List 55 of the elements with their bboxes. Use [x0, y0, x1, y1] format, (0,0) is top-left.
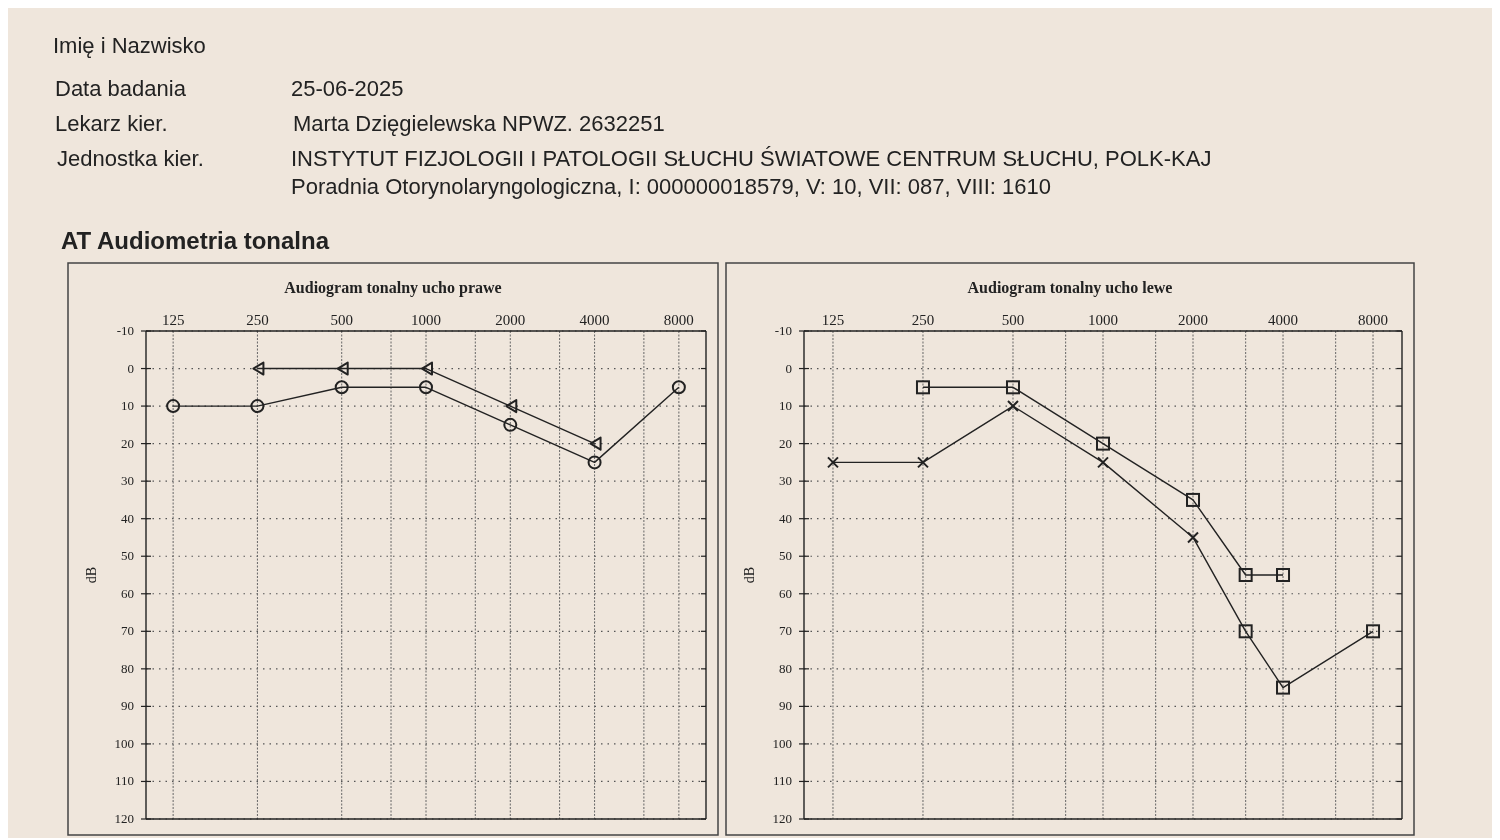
- x-tick-label: 4000: [1268, 312, 1299, 328]
- y-tick-label: -10: [774, 323, 792, 338]
- text: Imię i Nazwisko: [53, 33, 206, 58]
- y-tick-label: 50: [121, 548, 134, 564]
- y-axis-title: dB: [742, 566, 757, 584]
- text: Poradnia Otorynolaryngologiczna, I: 000000018579, V: 10, VII: 087, VIII: 1610: [291, 174, 1051, 199]
- text: Data badania: [55, 76, 187, 101]
- y-tick-label: 30: [121, 473, 134, 489]
- y-tick-label: 30: [779, 473, 792, 489]
- x-tick-label: 250: [911, 312, 935, 328]
- y-tick-label: 120: [772, 811, 792, 826]
- y-tick-label: 60: [779, 585, 792, 601]
- x-tick-label: 8000: [663, 312, 694, 328]
- y-tick-label: 60: [121, 585, 134, 601]
- y-tick-label: -10: [116, 323, 134, 338]
- x-tick-label: 1000: [411, 312, 441, 328]
- y-tick-label: 0: [127, 360, 134, 376]
- y-tick-label: 10: [121, 398, 134, 414]
- x-tick-label: 500: [1001, 312, 1025, 328]
- x-tick-label: 125: [161, 312, 185, 328]
- y-tick-label: 100: [772, 735, 792, 751]
- y-tick-label: 90: [121, 698, 134, 714]
- x-tick-label: 250: [246, 312, 269, 328]
- y-tick-label: 40: [779, 510, 792, 526]
- x-tick-label: 2000: [495, 312, 526, 328]
- y-tick-label: 10: [779, 398, 792, 414]
- y-tick-label: 50: [779, 548, 792, 564]
- y-tick-label: 110: [772, 773, 792, 789]
- y-tick-label: 70: [121, 623, 134, 639]
- y-tick-label: 20: [121, 435, 134, 451]
- text: AT Audiometria tonalna: [61, 227, 330, 254]
- x-tick-label: 4000: [579, 312, 610, 328]
- y-tick-label: 20: [779, 435, 792, 451]
- x-tick-label: 1000: [1088, 312, 1118, 328]
- x-tick-label: 500: [330, 312, 353, 328]
- text: Marta Dzięgielewska NPWZ. 2632251: [293, 111, 665, 136]
- y-tick-label: 40: [121, 510, 134, 526]
- y-tick-label: 110: [114, 773, 134, 789]
- y-tick-label: 70: [779, 623, 792, 639]
- y-tick-label: 80: [121, 660, 134, 676]
- y-axis-title: dB: [84, 566, 99, 584]
- chart-title: Audiogram tonalny ucho prawe: [284, 279, 502, 297]
- y-tick-label: 0: [785, 360, 792, 376]
- chart-title: Audiogram tonalny ucho lewe: [967, 279, 1173, 297]
- text: Lekarz kier.: [55, 111, 168, 136]
- x-tick-label: 8000: [1358, 312, 1389, 328]
- text: 25-06-2025: [291, 76, 404, 101]
- y-tick-label: 90: [779, 698, 792, 714]
- y-tick-label: 100: [114, 735, 134, 751]
- x-tick-label: 125: [821, 312, 845, 328]
- y-tick-label: 120: [114, 811, 134, 826]
- x-tick-label: 2000: [1178, 312, 1209, 328]
- text: INSTYTUT FIZJOLOGII I PATOLOGII SŁUCHU ŚWIATOWE CENTRUM SŁUCHU, POLK-KAJ: [291, 146, 1212, 171]
- text: Jednostka kier.: [57, 146, 204, 171]
- y-tick-label: 80: [779, 660, 792, 676]
